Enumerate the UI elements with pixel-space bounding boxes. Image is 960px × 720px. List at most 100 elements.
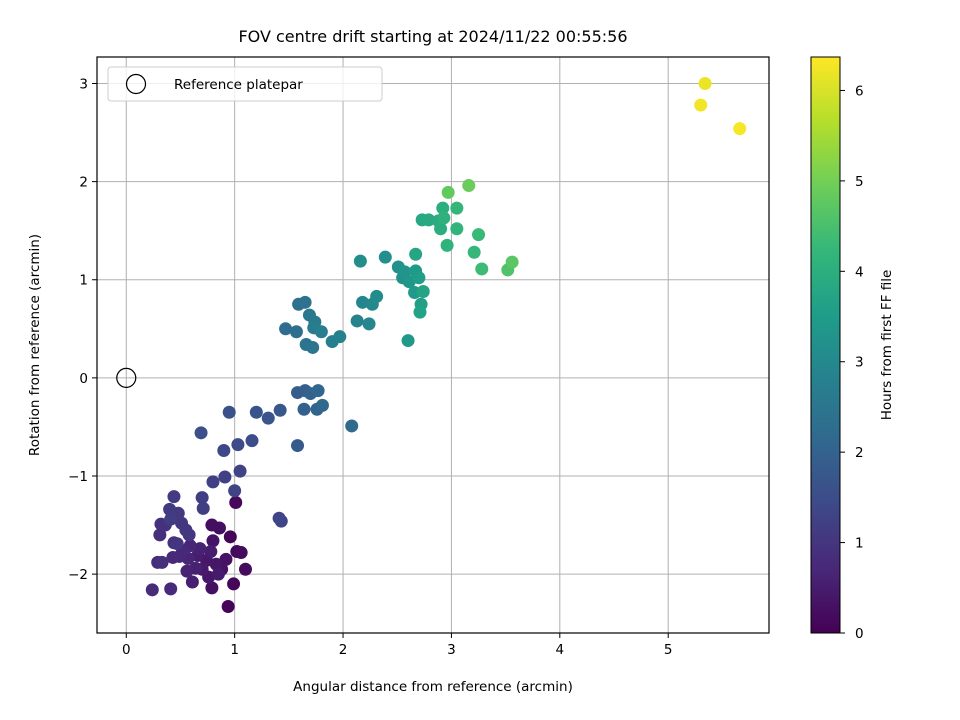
scatter-point [370, 289, 384, 303]
scatter-point [273, 403, 287, 417]
chart-title: FOV centre drift starting at 2024/11/22 … [238, 27, 627, 46]
scatter-point [231, 438, 245, 452]
scatter-point [291, 439, 305, 453]
scatter-point [206, 534, 220, 548]
scatter-point [218, 470, 232, 484]
scatter-point [206, 475, 220, 489]
scatter-point [402, 275, 416, 289]
scatter-point [233, 464, 247, 478]
scatter-point [475, 262, 489, 276]
scatter-point [362, 317, 376, 331]
scatter-point [229, 495, 243, 509]
scatter-point [209, 557, 223, 571]
x-tick-label: 2 [339, 642, 348, 658]
x-tick-label: 4 [556, 642, 565, 658]
scatter-point [694, 98, 708, 112]
scatter-points [145, 76, 747, 614]
reference-platepar-marker [116, 367, 137, 388]
scatter-point [238, 562, 252, 576]
scatter-point [472, 228, 486, 242]
colorbar-tick-label: 0 [855, 626, 864, 642]
scatter-point [450, 222, 464, 236]
scatter-point [422, 213, 436, 227]
scatter-point [279, 322, 293, 336]
scatter-point [297, 402, 311, 416]
scatter-point [155, 555, 169, 569]
scatter-point [440, 238, 454, 252]
y-tick-label: 3 [79, 76, 88, 92]
colorbar-label: Hours from first FF file [879, 270, 895, 421]
scatter-point [185, 575, 199, 589]
scatter-point [345, 419, 359, 433]
scatter-point [166, 550, 180, 564]
scatter-point [170, 537, 184, 551]
scatter-point [353, 254, 367, 268]
legend-marker-open-circle [125, 73, 147, 95]
scatter-point [249, 405, 263, 419]
scatter-point [211, 567, 225, 581]
scatter-point [221, 600, 235, 614]
scatter-point [195, 491, 209, 505]
scatter-point [733, 122, 747, 136]
x-axis-label: Angular distance from reference (arcmin) [293, 679, 573, 695]
scatter-point [413, 305, 427, 319]
scatter-point [356, 295, 370, 309]
scatter-point [378, 250, 392, 264]
plot-frame [96, 56, 770, 634]
scatter-point [333, 330, 347, 344]
scatter-point [145, 583, 159, 597]
scatter-point [412, 271, 426, 285]
scatter-point [436, 201, 450, 215]
scatter-point [289, 325, 303, 339]
scatter-point [227, 577, 241, 591]
colorbar-tick-label: 2 [855, 445, 864, 461]
y-tick-label: −1 [68, 469, 88, 485]
scatter-point [350, 314, 364, 328]
scatter-point [180, 564, 194, 578]
scatter-point [245, 434, 259, 448]
scatter-point [153, 528, 167, 542]
x-tick-label: 3 [447, 642, 456, 658]
colorbar-tick-label: 6 [855, 83, 864, 99]
colorbar-tick-label: 5 [855, 174, 864, 190]
colorbar-frame [810, 56, 841, 634]
scatter-point [193, 542, 207, 556]
scatter-point [434, 222, 448, 236]
colorbar-ticks: 0 1 2 3 4 5 6 [840, 83, 864, 642]
scatter-point [179, 523, 193, 537]
scatter-point [306, 340, 320, 354]
scatter-point [409, 247, 423, 261]
scatter-point [450, 201, 464, 215]
x-tick-label: 0 [122, 642, 131, 658]
colorbar [811, 57, 840, 633]
scatter-point [194, 426, 208, 440]
scatter-point [315, 398, 329, 412]
scatter-point [164, 512, 178, 526]
y-tick-label: 1 [79, 273, 88, 289]
y-axis-ticks: −2 −1 0 1 2 3 [68, 76, 97, 583]
scatter-point [222, 405, 236, 419]
scatter-point [228, 484, 242, 498]
colorbar-tick-label: 1 [855, 536, 864, 552]
y-tick-label: 0 [79, 371, 88, 387]
scatter-point [398, 265, 412, 279]
scatter-point [462, 179, 476, 193]
y-axis-label: Rotation from reference (arcmin) [27, 234, 43, 456]
x-tick-label: 1 [230, 642, 239, 658]
scatter-point [437, 211, 451, 225]
scatter-point [698, 76, 712, 90]
scatter-point [274, 514, 288, 528]
legend-entry-label: Reference platepar [174, 77, 303, 93]
x-tick-label: 5 [664, 642, 673, 658]
y-tick-label: 2 [79, 175, 88, 191]
scatter-point [204, 545, 218, 559]
scatter-point [298, 295, 312, 309]
scatter-point [196, 501, 210, 515]
scatter-point [467, 245, 481, 259]
scatter-point [167, 490, 181, 504]
scatter-point [314, 325, 328, 339]
scatter-point [223, 530, 237, 544]
scatter-point [164, 582, 178, 596]
x-axis-ticks: 0 1 2 3 4 5 [122, 633, 673, 658]
legend-box [107, 66, 383, 102]
